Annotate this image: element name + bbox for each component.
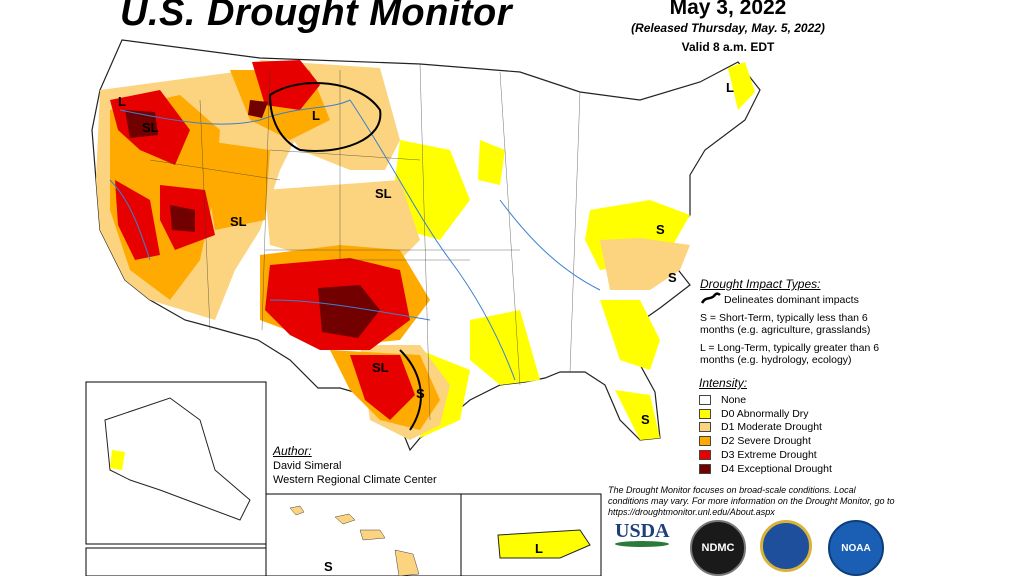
label-s-carolina: S [668,270,677,285]
legend-label: D4 Exceptional Drought [721,462,832,475]
impact-short-term: S = Short-Term, typically less than 6 mo… [700,312,871,336]
author-block: Author: David Simeral Western Regional C… [273,444,437,487]
label-s-gulf: S [416,386,425,401]
usda-text: USDA [615,520,670,542]
label-sl-nebraska: SL [375,186,392,201]
usda-logo: USDA [615,520,669,547]
legend-label: D2 Severe Drought [721,435,811,448]
ndmc-text: NDMC [701,542,735,554]
swatch-d2 [699,436,711,447]
impact-delineates: Delineates dominant impacts [724,294,859,306]
noaa-logo: NOAA [828,520,884,576]
label-l-puerto-rico: L [535,541,543,556]
legend-item-d3: D3 Extreme Drought [699,448,889,462]
label-l-northwest: L [118,94,126,109]
legend-item-d4: D4 Exceptional Drought [699,462,889,476]
label-s-hawaii: S [324,559,333,574]
valid-time: Valid 8 a.m. EDT [681,40,775,54]
impact-line-symbol [700,292,721,304]
swatch-d0 [699,408,711,419]
swatch-d4 [699,463,711,474]
d4-areas [125,100,380,338]
release-date: (Released Thursday, May. 5, 2022) [631,21,825,35]
rivers [109,99,601,381]
legend-item-d1: D1 Moderate Drought [699,421,889,435]
label-s-florida: S [641,412,650,427]
intensity-legend: Intensity: None D0 Abnormally Dry D1 Mod… [699,377,889,476]
state-lines [149,63,581,421]
map-date: May 3, 2022 [669,0,787,19]
alaska-shape [104,397,251,521]
commerce-seal [760,520,812,572]
author-org: Western Regional Climate Center [273,474,437,486]
label-s-virginia: S [656,222,665,237]
impact-legend-title: Drought Impact Types: [700,277,821,291]
footer-note: The Drought Monitor focuses on broad-sca… [608,485,895,517]
noaa-text: NOAA [841,542,871,554]
intensity-legend-title: Intensity: [699,376,748,390]
legend-item-d2: D2 Severe Drought [699,434,889,448]
hawaii-islands [289,505,420,576]
author-name: David Simeral [273,460,342,472]
label-sl-oregon: SL [142,120,159,135]
label-sl-nevada: SL [230,214,247,229]
swatch-none [699,394,711,405]
legend-label: D1 Moderate Drought [721,421,822,434]
legend-item-d0: D0 Abnormally Dry [699,407,889,421]
impact-long-term: L = Long-Term, typically greater than 6 … [700,342,880,366]
impact-lines [268,82,422,431]
legend-label: None [721,393,747,406]
swatch-d1 [699,422,711,433]
map-title: U.S. Drought Monitor [120,0,513,34]
legend-item-none: None [699,393,889,407]
swatch-d3 [699,450,711,461]
ndmc-logo: NDMC [690,520,746,576]
label-l-maine: L [726,80,734,95]
impact-legend: Drought Impact Types: Delineates dominan… [700,278,890,372]
alaska-d0 [110,450,125,470]
legend-label: D0 Abnormally Dry [721,407,809,420]
usda-swoosh [615,541,669,547]
label-sl-texas: SL [372,360,389,375]
label-l-montana: L [312,108,320,123]
puerto-rico-shape [497,529,591,559]
author-title: Author: [273,444,312,458]
hawaii-inset-frame [85,547,267,576]
legend-label: D3 Extreme Drought [721,449,817,462]
